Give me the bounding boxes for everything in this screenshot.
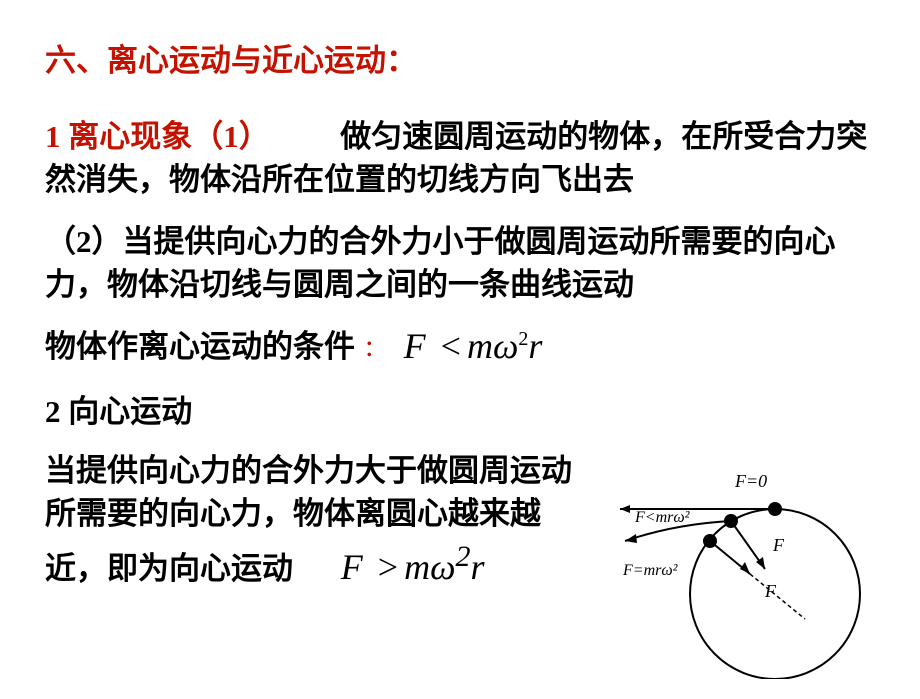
force-diagram: F=0 F<mrω² F=mrω² F F (605, 449, 875, 679)
formula2-m: m (404, 547, 430, 587)
formula-centrifugal: F <mω2r (404, 325, 543, 367)
formula-sup: 2 (518, 328, 528, 350)
spiral-arrowhead (625, 534, 637, 543)
formula2-sup: 2 (455, 540, 470, 573)
section2-text-block: 当提供向心力的合外力大于做圆周运动所需要的向心力，物体离圆心越来越近，即为向心运… (45, 449, 585, 592)
section1-para1: 1 离心现象（1） 做匀速圆周运动的物体，在所受合力突然消失，物体沿所在位置的切… (45, 115, 875, 202)
bottom-row: 当提供向心力的合外力大于做圆周运动所需要的向心力，物体离圆心越来越近，即为向心运… (45, 449, 875, 679)
force-arrow-2-head (740, 562, 750, 574)
label-Flt: F<mrω² (634, 509, 691, 526)
condition-line: 物体作离心运动的条件: F <mω2r (45, 325, 875, 368)
slide-title: 六、离心运动与近心运动： (45, 35, 875, 80)
force-arrow-2-dash (750, 574, 805, 619)
condition-label: 物体作离心运动的条件 (45, 325, 355, 368)
formula-F: F (404, 326, 426, 366)
label-Feq: F=mrω² (622, 562, 679, 579)
formula-lt: < (441, 326, 461, 366)
section2-text: 当提供向心力的合外力大于做圆周运动所需要的向心力，物体离圆心越来越近，即为向心运… (45, 453, 572, 586)
label-F2: F (764, 581, 777, 601)
red-colon: : (365, 328, 374, 364)
formula-m: m (467, 326, 493, 366)
section1-para2: （2）当提供向心力的合外力小于做圆周运动所需要的向心力，物体沿切线与圆周之间的一… (45, 220, 875, 307)
formula2-F: F (341, 547, 363, 587)
formula2-r: r (470, 547, 484, 587)
label-F1: F (772, 535, 785, 555)
slide-content: 六、离心运动与近心运动： 1 离心现象（1） 做匀速圆周运动的物体，在所受合力突… (0, 0, 920, 699)
label-F0: F=0 (734, 471, 767, 491)
section1-header: 1 离心现象（1） (45, 119, 270, 154)
formula-r: r (528, 326, 542, 366)
section2-header: 2 向心运动 (45, 386, 875, 431)
tangent-arrowhead (620, 505, 630, 513)
formula2-omega: ω (430, 547, 455, 587)
formula-omega: ω (493, 326, 518, 366)
formula-centripetal: F >mω2r (341, 536, 485, 592)
formula2-gt: > (378, 547, 398, 587)
dot-top (768, 502, 782, 516)
